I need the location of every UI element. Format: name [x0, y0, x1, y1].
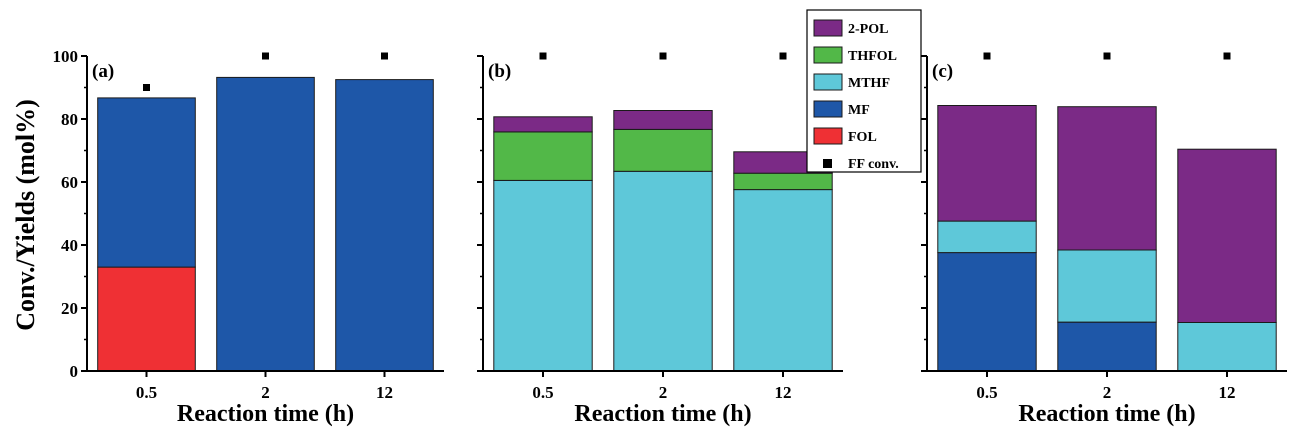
panel-a: 0 20 40 60 80 100 0.5 2 12 Reaction time (h) (a) — [53, 47, 444, 427]
x-axis-label-a: Reaction time (h) — [177, 401, 354, 427]
ff-conv-point-a-0-5 — [143, 84, 150, 91]
bar-c-2-mf — [1057, 321, 1157, 372]
x-tick-label-c-0-5: 0.5 — [976, 383, 997, 402]
bar-b-0-5-thfol — [493, 131, 593, 181]
legend-label-mf: MF — [848, 103, 870, 118]
legend-swatch-mthf — [813, 73, 843, 91]
bar-c-0-5-mthf — [937, 220, 1037, 254]
legend-swatch-thfol — [813, 46, 843, 64]
x-tick-label-c-2: 2 — [1103, 383, 1112, 402]
x-tick-label-c-12: 12 — [1219, 383, 1236, 402]
ff-conv-point-a-12 — [381, 52, 388, 60]
bar-c-0-5-mf — [937, 252, 1037, 372]
y-tick-label-40: 40 — [61, 236, 78, 255]
bar-c-2-mthf — [1057, 249, 1157, 323]
bar-a-2-mf — [216, 76, 315, 372]
ff-conv-point-b-2 — [659, 52, 667, 60]
bar-b-12-thfol — [733, 172, 833, 191]
x-axis-label-b: Reaction time (h) — [574, 401, 751, 427]
y-axis-label: Conv./Yields (mol%) — [11, 99, 40, 331]
legend-label-ff-conv: FF conv. — [848, 157, 899, 172]
ff-conv-point-c-12 — [1223, 52, 1231, 60]
bar-b-0-5-mthf — [493, 179, 593, 372]
legend-swatch-fol — [813, 127, 843, 145]
legend-label-thfol: THFOL — [848, 49, 897, 64]
bar-b-2-mthf — [613, 170, 713, 372]
x-tick-label-a-0-5: 0.5 — [136, 383, 157, 402]
bar-c-0-5-2-pol — [937, 105, 1037, 222]
y-tick-label-0: 0 — [70, 362, 79, 381]
bar-b-12-mthf — [733, 189, 833, 372]
bar-a-0-5-fol — [97, 266, 196, 372]
ff-conv-point-c-0-5 — [983, 52, 991, 60]
bar-c-12-2-pol — [1177, 148, 1277, 323]
legend-label-mthf: MTHF — [848, 76, 890, 91]
bar-b-0-5-2-pol — [493, 116, 593, 133]
x-tick-label-a-12: 12 — [376, 383, 393, 402]
ff-conv-point-b-12 — [779, 52, 787, 60]
bar-b-2-thfol — [613, 128, 713, 172]
ff-conv-point-b-0-5 — [539, 52, 547, 60]
y-tick-label-20: 20 — [61, 299, 78, 318]
x-tick-label-b-2: 2 — [659, 383, 668, 402]
x-axis-label-c: Reaction time (h) — [1018, 401, 1195, 427]
bar-a-0-5-mf — [97, 97, 196, 268]
x-tick-label-b-0-5: 0.5 — [532, 383, 553, 402]
panel-b: 0.5 2 12 Reaction time (h) (b) — [477, 52, 843, 427]
y-tick-label-100: 100 — [53, 47, 79, 66]
bar-c-2-2-pol — [1057, 106, 1157, 251]
panel-tag-c: (c) — [932, 61, 953, 82]
legend: 2-POL THFOL MTHF MF FOL FF conv. — [806, 9, 922, 173]
legend-swatch-2-pol — [813, 19, 843, 37]
x-tick-label-b-12: 12 — [775, 383, 792, 402]
y-tick-label-60: 60 — [61, 173, 78, 192]
legend-label-fol: FOL — [848, 130, 877, 145]
legend-swatch-mf — [813, 100, 843, 118]
bar-c-12-mthf — [1177, 322, 1277, 372]
bar-a-12-mf — [335, 79, 434, 372]
bar-b-2-2-pol — [613, 110, 713, 130]
panel-c: 0.5 2 12 Reaction time (h) (c) — [921, 52, 1287, 427]
legend-label-2-pol: 2-POL — [848, 22, 888, 37]
y-tick-label-80: 80 — [61, 110, 78, 129]
panel-tag-b: (b) — [488, 61, 511, 82]
legend-swatch-ff-conv — [823, 159, 832, 168]
panel-tag-a: (a) — [92, 61, 114, 82]
x-tick-label-a-2: 2 — [261, 383, 270, 402]
ff-conv-point-a-2 — [262, 52, 269, 60]
legend-frame — [806, 9, 922, 173]
ff-conv-point-c-2 — [1103, 52, 1111, 60]
